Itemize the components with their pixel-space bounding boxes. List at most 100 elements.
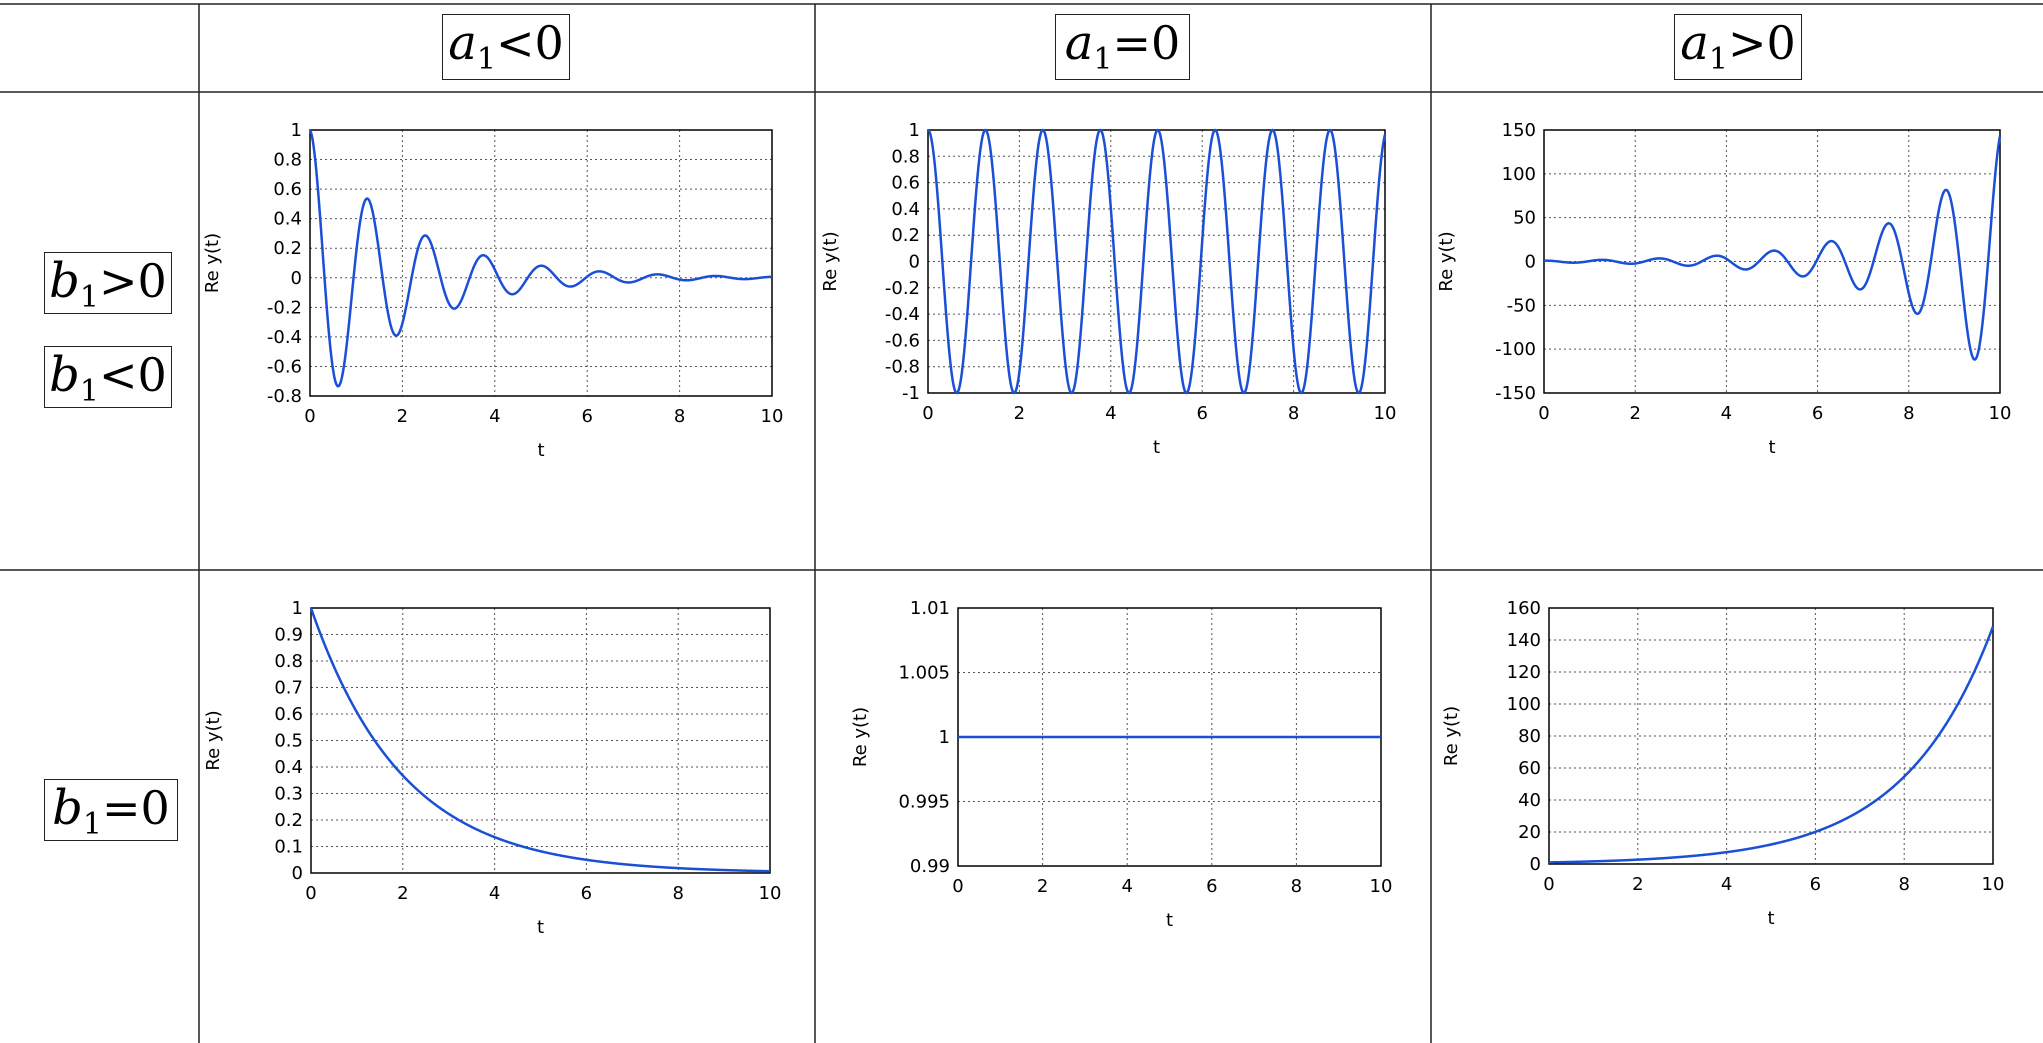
- y-tick-label: 100: [1502, 164, 1536, 185]
- relation: =0: [102, 781, 170, 835]
- x-tick-label: 10: [1370, 876, 1393, 897]
- y-tick-label: 1: [291, 120, 302, 141]
- y-tick-label: -100: [1495, 339, 1536, 360]
- y-tick-label: 0: [909, 252, 920, 273]
- y-tick-label: 0.6: [891, 173, 920, 194]
- x-tick-label: 0: [922, 403, 933, 424]
- y-tick-label: 0.4: [273, 209, 302, 230]
- var-a: a: [448, 15, 477, 71]
- series-line: [1544, 135, 2002, 361]
- series-line: [309, 607, 771, 873]
- y-tick-label: -0.6: [885, 330, 920, 351]
- plot-exponential-decay: 0 2 4 6 8 10 0 0.1 0.2 0.3 0.4 0.5 0.6 0.7 0.8 0.9 1 t Re …: [203, 596, 786, 947]
- x-tick-label: 4: [1105, 403, 1116, 424]
- y-tick-label: -150: [1495, 383, 1536, 404]
- var-a: a: [1064, 15, 1094, 71]
- x-tick-label: 4: [1121, 876, 1132, 897]
- x-tick-label: 2: [1037, 876, 1048, 897]
- subscript: 1: [79, 280, 99, 315]
- x-tick-label: 2: [397, 883, 408, 904]
- y-tick-label: 0.6: [274, 704, 303, 725]
- series-line: [927, 128, 1387, 395]
- y-tick-label: 0.2: [891, 225, 920, 246]
- x-tick-label: 8: [1288, 403, 1299, 424]
- series-line: [1548, 626, 1995, 864]
- x-tick-label: 8: [1903, 403, 1914, 424]
- y-tick-label: 0.7: [274, 678, 303, 699]
- var-b: b: [52, 780, 83, 836]
- series-line: [308, 129, 773, 388]
- y-tick-label: 0.9: [274, 625, 303, 646]
- relation: <0: [99, 348, 167, 402]
- x-tick-label: 8: [672, 883, 683, 904]
- plot-damped-oscillation: 0 2 4 6 8 10 -0.8 -0.6 -0.4 -0.2 0 0.2 0.4 0.6 0.8 1 t Re…: [202, 118, 788, 470]
- y-tick-label: -0.2: [885, 278, 920, 299]
- relation: >0: [1727, 16, 1796, 70]
- x-tick-label: 6: [1196, 403, 1207, 424]
- x-tick-label: 10: [1982, 874, 2005, 895]
- y-tick-label: 0.995: [898, 792, 950, 813]
- y-tick-label: 0.8: [274, 651, 303, 672]
- y-tick-label: -50: [1507, 295, 1536, 316]
- subscript: 1: [82, 807, 102, 842]
- x-tick-label: 0: [305, 883, 316, 904]
- x-tick-label: 10: [1989, 403, 2012, 424]
- x-tick-label: 0: [1543, 874, 1554, 895]
- y-tick-label: 100: [1507, 694, 1541, 715]
- x-tick-label: 6: [1812, 403, 1823, 424]
- y-tick-label: 0: [292, 863, 303, 884]
- x-axis-label: t: [537, 917, 544, 938]
- x-tick-label: 4: [489, 883, 500, 904]
- y-tick-label: 1: [909, 120, 920, 141]
- x-tick-label: 8: [674, 406, 685, 427]
- y-tick-label: 0.3: [274, 784, 303, 805]
- x-tick-label: 8: [1291, 876, 1302, 897]
- y-tick-label: 40: [1518, 790, 1541, 811]
- relation: >0: [99, 254, 167, 308]
- x-tick-label: 0: [1538, 403, 1549, 424]
- y-tick-label: -0.4: [885, 304, 920, 325]
- y-axis-label: Re y(t): [1436, 231, 1457, 291]
- var-a: a: [1680, 15, 1709, 71]
- y-tick-label: 0: [291, 268, 302, 289]
- y-tick-label: 0.8: [891, 146, 920, 167]
- y-axis-label: Re y(t): [202, 233, 223, 293]
- plot-pure-oscillation: 0 2 4 6 8 10 -1 -0.8 -0.6 -0.4 -0.2 0 0.2 0.4 0.6 0.8 1 t…: [820, 118, 1401, 467]
- relation: <0: [495, 16, 564, 70]
- y-tick-label: -0.6: [267, 356, 302, 377]
- x-axis-label: t: [1768, 437, 1775, 458]
- header-a-positive: a 1 >0: [1674, 14, 1802, 80]
- x-tick-label: 10: [1374, 403, 1397, 424]
- x-axis-label: t: [1767, 908, 1774, 929]
- x-tick-label: 4: [1721, 403, 1732, 424]
- y-tick-label: -0.8: [885, 357, 920, 378]
- plot-frame: [1548, 607, 1994, 865]
- row-b-positive: b 1 >0: [44, 252, 172, 315]
- y-tick-label: 1.005: [898, 663, 950, 684]
- x-tick-label: 10: [759, 883, 782, 904]
- x-tick-label: 0: [952, 876, 963, 897]
- plot-exponential-growth: 0 2 4 6 8 10 0 20 40 60 80 100 120 140 160 t Re y(t): [1441, 596, 2009, 938]
- subscript: 1: [79, 374, 99, 409]
- y-tick-label: -1: [902, 383, 920, 404]
- chart-svg: 0 2 4 6 8 10 -0.8 -0.6 -0.4 -0.2 0 0.2 0.4 0.6 0.8 1 t Re…: [202, 120, 783, 461]
- y-tick-label: 0.2: [274, 810, 303, 831]
- x-tick-label: 2: [1629, 403, 1640, 424]
- plot-frame: [309, 129, 773, 397]
- relation: =0: [1112, 16, 1181, 70]
- header-a-negative: a 1 <0: [442, 14, 570, 80]
- subscript: 1: [1708, 42, 1728, 77]
- y-tick-label: 1.01: [910, 598, 950, 619]
- x-tick-label: 4: [1721, 874, 1732, 895]
- y-axis-label: Re y(t): [820, 231, 841, 291]
- y-tick-label: 0.5: [274, 731, 303, 752]
- y-tick-label: 60: [1518, 758, 1541, 779]
- y-tick-label: 0.4: [274, 757, 303, 778]
- y-tick-label: 0: [1530, 854, 1541, 875]
- x-tick-label: 2: [1632, 874, 1643, 895]
- y-tick-label: 150: [1502, 120, 1536, 141]
- header-a-zero: a 1 =0: [1055, 14, 1190, 80]
- row-b-zero: b 1 =0: [44, 779, 178, 842]
